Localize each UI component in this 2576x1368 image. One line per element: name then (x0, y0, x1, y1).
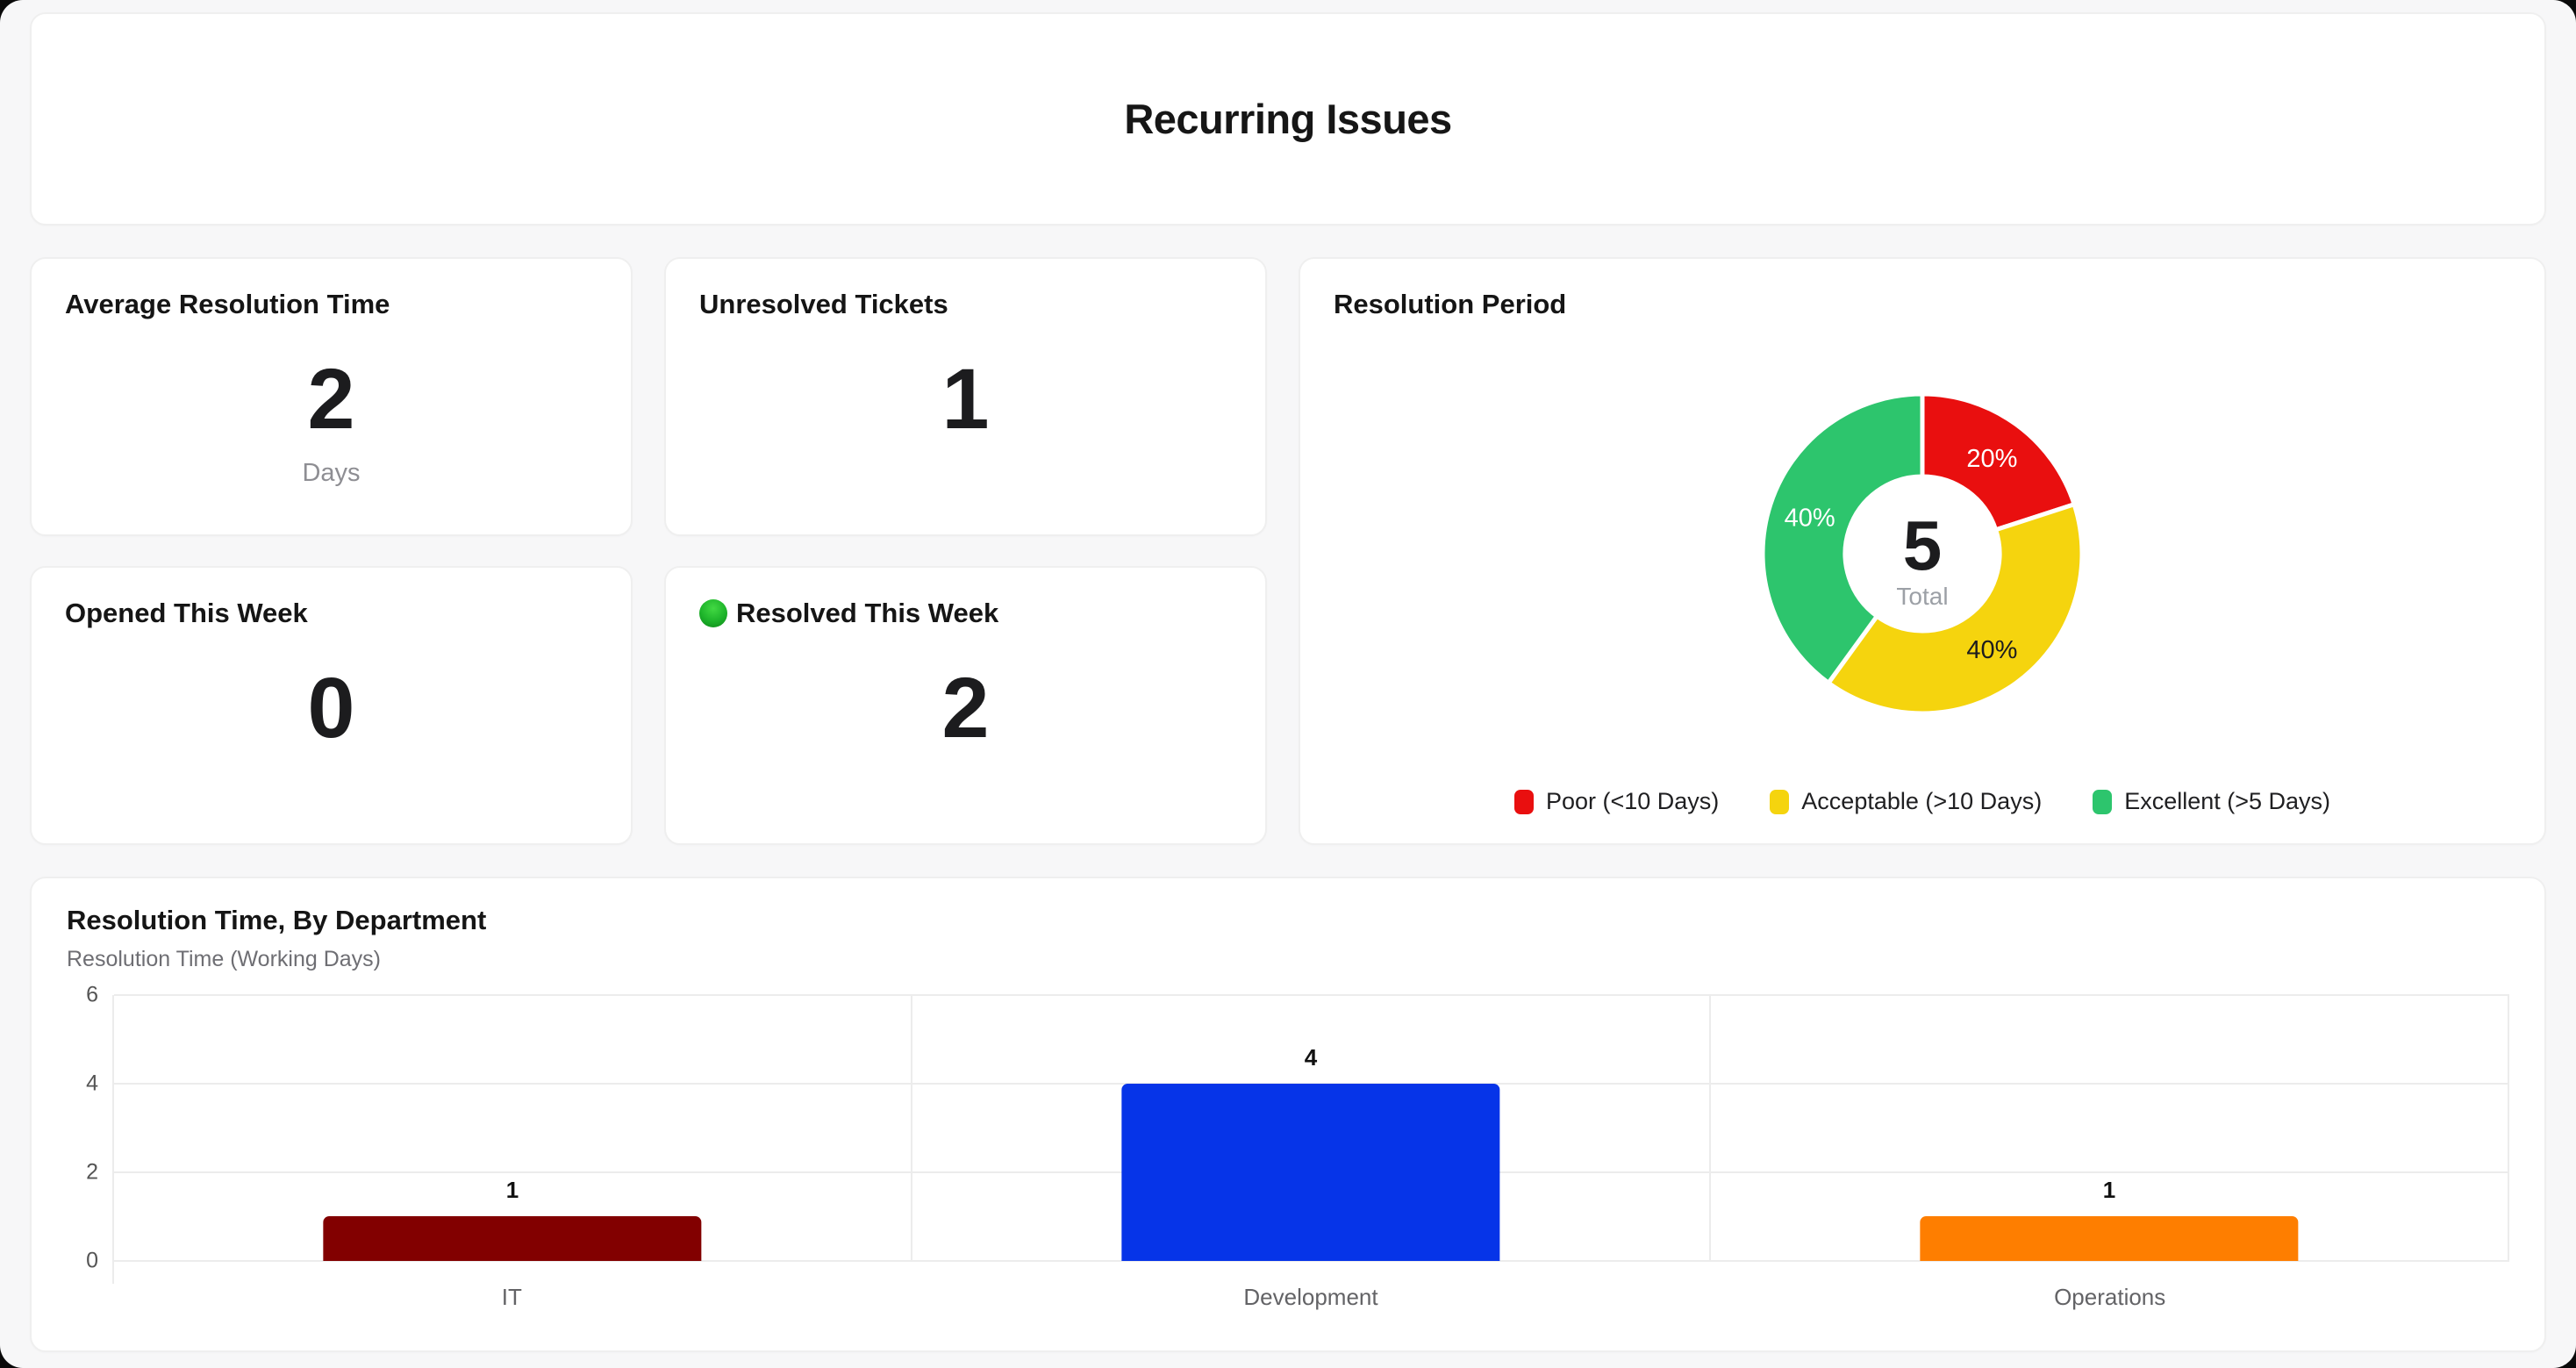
gridline-y-6 (114, 993, 2509, 996)
page-title: Recurring Issues (1124, 96, 1452, 142)
bar-value-label-it: 1 (505, 1177, 519, 1204)
kpi-unit: Days (302, 458, 361, 487)
bar-columns: 1 4 1 (114, 994, 2509, 1261)
legend-swatch-icon (1770, 789, 1790, 814)
y-tick-label-6: 6 (86, 982, 98, 1007)
legend-item-2: Excellent (>5 Days) (2093, 788, 2330, 815)
donut-segment-1 (1826, 502, 2085, 716)
donut-segment-2 (1760, 391, 1925, 686)
y-axis-ticks: 0 2 4 6 (67, 982, 112, 1272)
donut-percent-labels: 20% 40% 40% (1785, 445, 2018, 664)
category-labels: IT Development Operations (112, 1284, 2509, 1311)
donut-chart: 20% 40% 40% 5 Total (1760, 391, 2085, 716)
header-card: Recurring Issues (30, 12, 2546, 226)
kpi-value-block: 2 (699, 629, 1232, 813)
bar-column-development: 4 (912, 994, 1711, 1261)
donut-percent-label-0: 20% (1966, 445, 2017, 473)
legend-swatch-icon (1513, 789, 1534, 814)
bar-value-label-development: 4 (1304, 1043, 1318, 1071)
x-axis-tick (112, 1260, 114, 1284)
kpi-title: Average Resolution Time (65, 289, 390, 319)
gridline-y-0 (114, 1259, 2509, 1262)
bar-development (1121, 1083, 1500, 1261)
bar-column-it: 1 (114, 994, 912, 1261)
kpi-grid: Average Resolution Time 2 Days Unresolve… (30, 257, 2546, 845)
legend-item-0: Poor (<10 Days) (1513, 788, 1720, 815)
y-tick-label-4: 4 (86, 1071, 98, 1096)
bar-chart-title: Resolution Time, By Department (67, 905, 487, 935)
kpi-card-average-resolution-time: Average Resolution Time 2 Days (30, 257, 633, 536)
kpi-value-block: 2 Days (65, 320, 597, 505)
bar-operations (1920, 1216, 2299, 1261)
donut-total-value: 5 (1903, 506, 1943, 584)
bar-column-operations: 1 (1711, 994, 2509, 1261)
kpi-value: 1 (941, 351, 990, 448)
kpi-card-unresolved-tickets: Unresolved Tickets 1 (664, 257, 1267, 536)
resolution-period-card: Resolution Period 20% 40% 40% 5 Total Poor… (1299, 257, 2546, 845)
donut-area: 20% 40% 40% 5 Total (1334, 320, 2511, 788)
donut-legend: Poor (<10 Days) Acceptable (>10 Days) Exce… (1334, 788, 2511, 819)
kpi-title: Resolved This Week (699, 598, 1232, 629)
donut-segment-0 (1920, 391, 2077, 533)
kpi-card-resolved-this-week: Resolved This Week 2 (664, 566, 1267, 845)
legend-label: Acceptable (>10 Days) (1801, 788, 2043, 814)
kpi-title-text: Resolved This Week (736, 598, 999, 628)
category-label-it: IT (501, 1283, 522, 1310)
legend-swatch-icon (2093, 789, 2113, 814)
kpi-title: Opened This Week (65, 598, 308, 628)
kpi-value-block: 1 (699, 320, 1232, 505)
resolution-time-card: Resolution Time, By Department Resolutio… (30, 877, 2546, 1352)
bar-it (323, 1216, 702, 1261)
kpi-value: 2 (307, 350, 355, 447)
bar-plot: 1 4 1 (112, 993, 2509, 1284)
y-tick-label-2: 2 (86, 1159, 98, 1185)
category-label-development: Development (1243, 1283, 1378, 1310)
kpi-title: Unresolved Tickets (699, 289, 948, 319)
green-circle-icon (699, 598, 727, 627)
y-tick-label-0: 0 (86, 1248, 98, 1273)
bar-chart-subtitle: Resolution Time (Working Days) (67, 946, 381, 971)
legend-item-1: Acceptable (>10 Days) (1770, 788, 2042, 815)
donut-percent-label-2: 40% (1785, 505, 1835, 533)
kpi-value-block: 0 (65, 629, 597, 813)
kpi-card-opened-this-week: Opened This Week 0 (30, 566, 633, 845)
kpi-value: 0 (307, 660, 355, 756)
donut-segments (1760, 391, 2085, 716)
bar-chart: 0 2 4 6 1 4 1 IT Development Operations (67, 982, 2509, 1311)
donut-total-label: Total (1896, 583, 1948, 610)
bar-value-label-operations: 1 (2102, 1177, 2116, 1204)
donut-percent-label-1: 40% (1966, 637, 2017, 665)
donut-card-title: Resolution Period (1334, 289, 1567, 319)
kpi-value: 2 (941, 660, 990, 756)
legend-label: Excellent (>5 Days) (2124, 788, 2331, 814)
legend-label: Poor (<10 Days) (1545, 788, 1720, 814)
category-label-operations: Operations (2054, 1283, 2166, 1310)
